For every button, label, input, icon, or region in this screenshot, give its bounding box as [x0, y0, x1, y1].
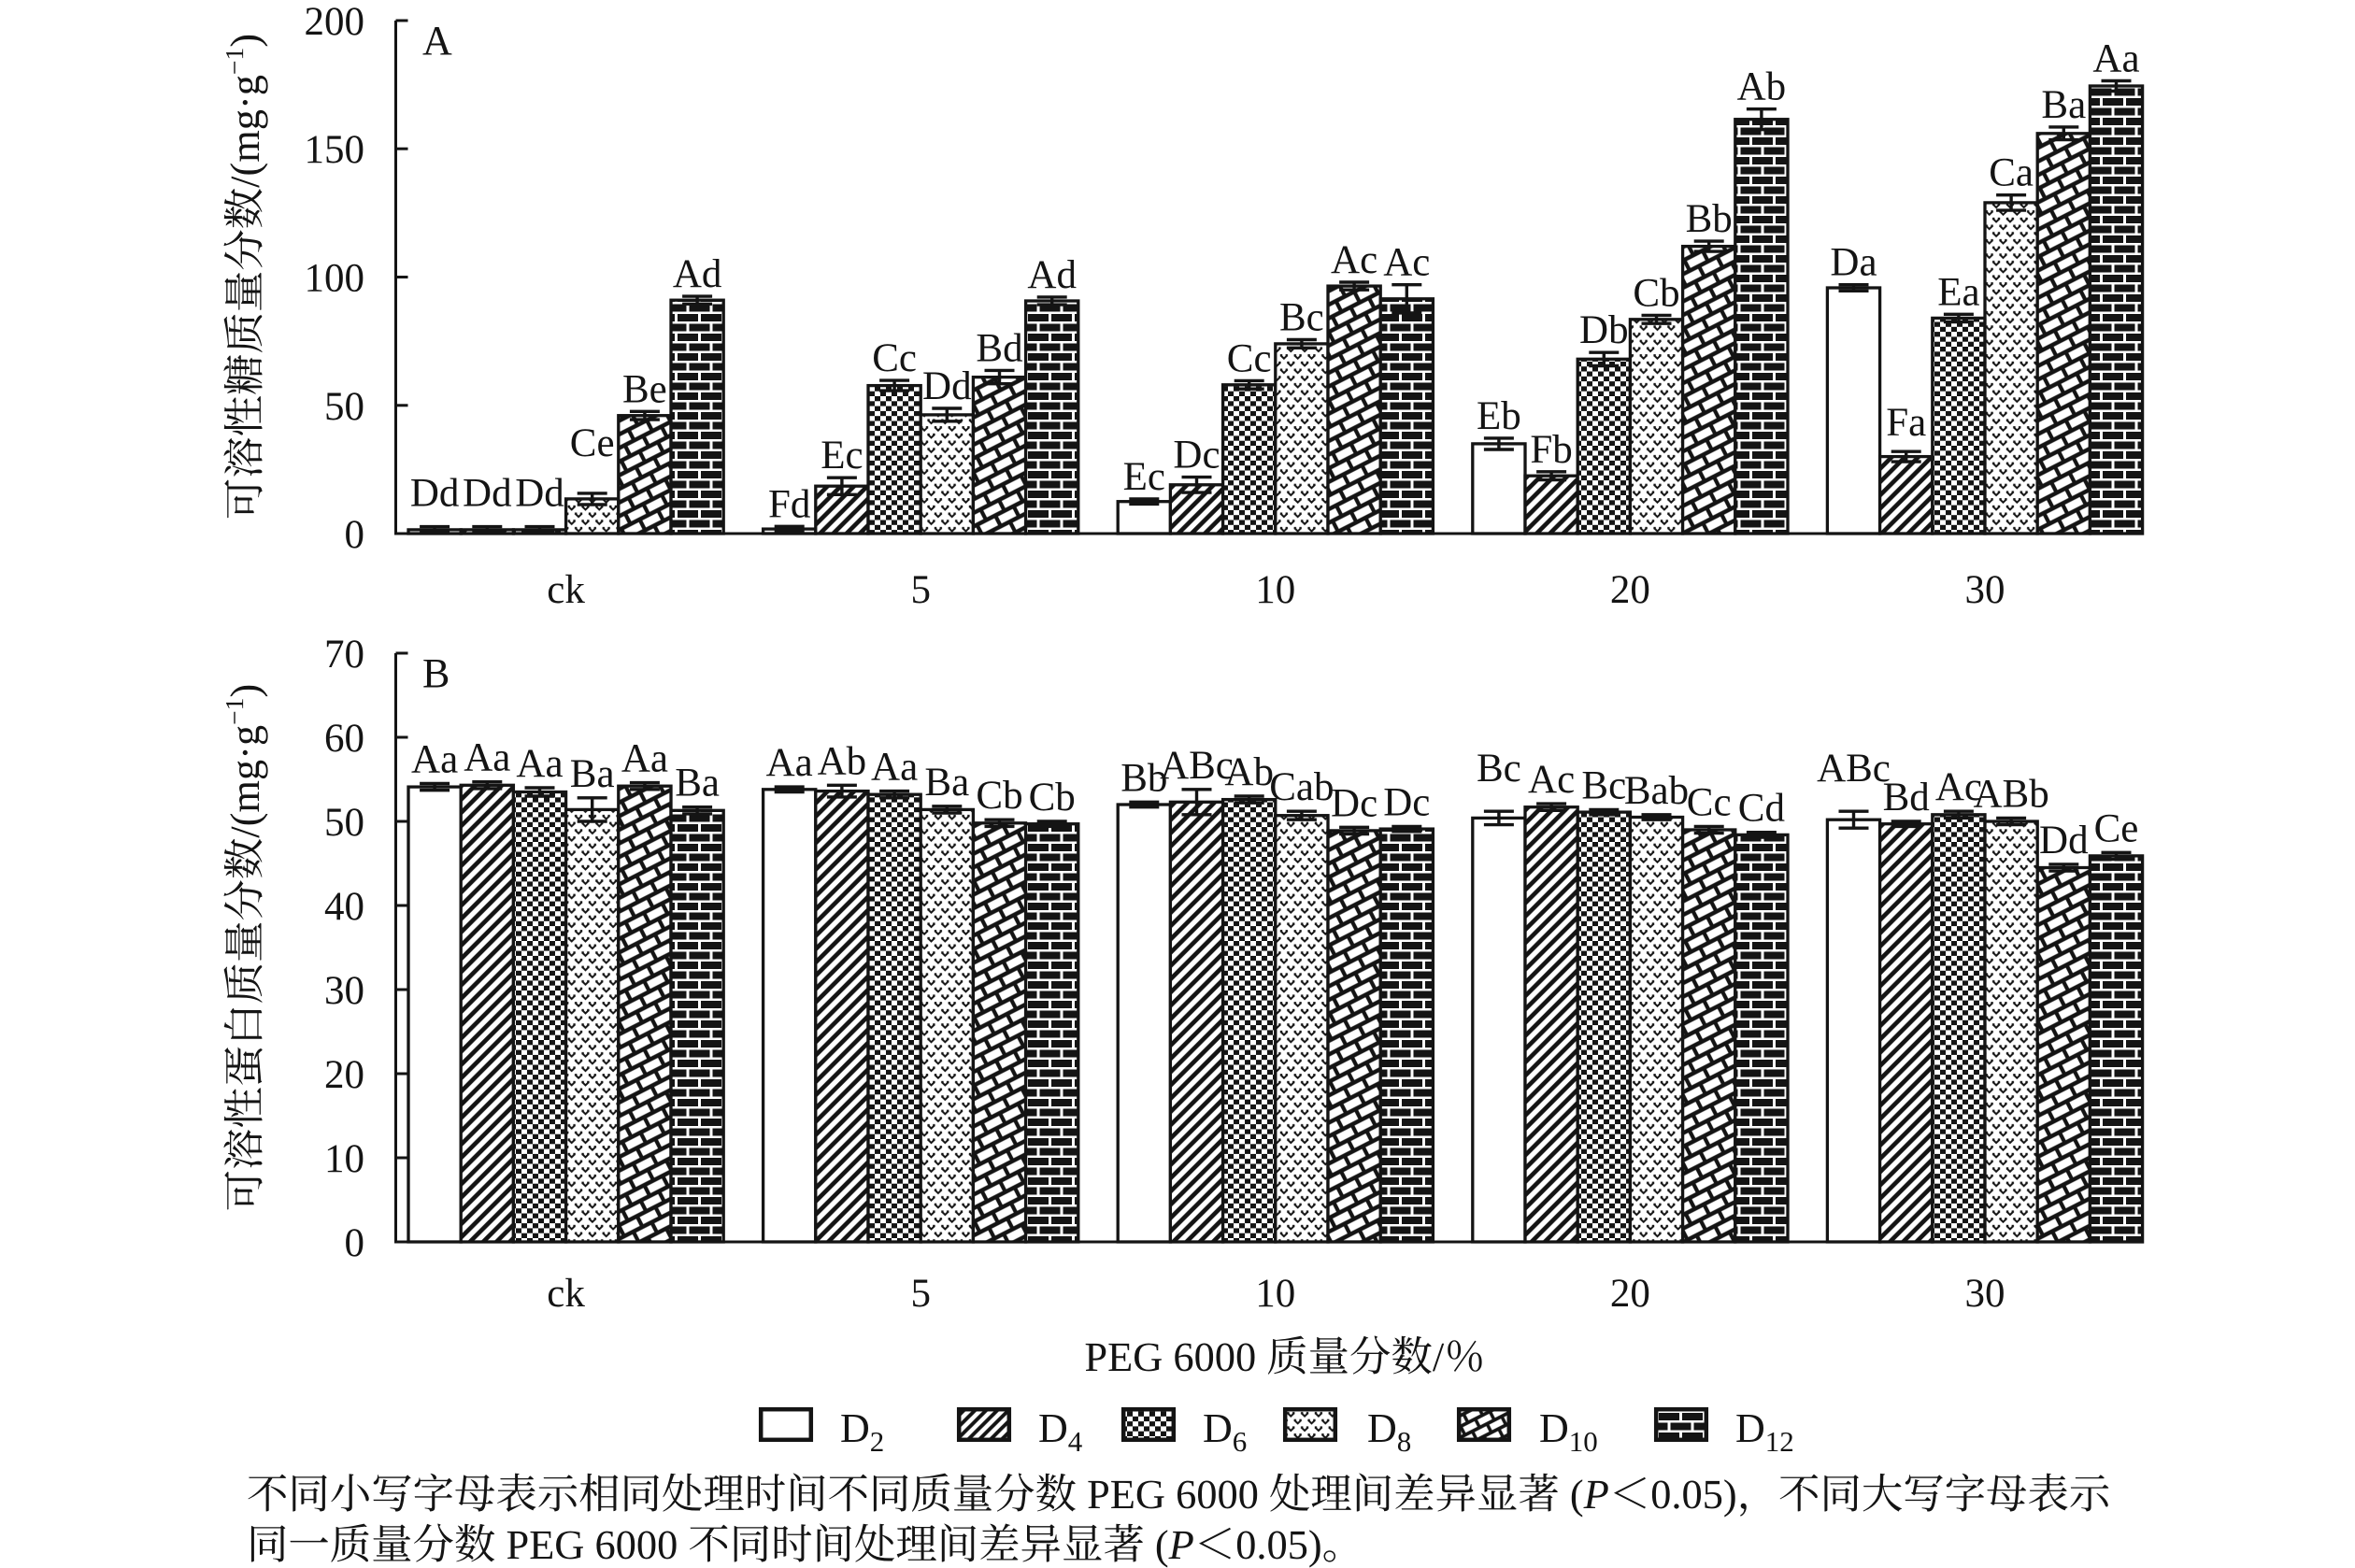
- svg-text:Cb: Cb: [1633, 271, 1679, 315]
- svg-text:Cc: Cc: [1687, 780, 1732, 824]
- svg-text:Ec: Ec: [821, 434, 863, 478]
- svg-text:Ec: Ec: [1123, 455, 1165, 499]
- svg-text:Cb: Cb: [1029, 776, 1076, 820]
- svg-text:Aa: Aa: [621, 737, 668, 781]
- svg-text:Be: Be: [622, 367, 667, 411]
- svg-text:Fa: Fa: [1886, 401, 1926, 445]
- svg-text:10: 10: [324, 1137, 364, 1181]
- svg-text:0: 0: [345, 513, 365, 557]
- svg-text:50: 50: [324, 385, 364, 429]
- svg-text:Fd: Fd: [768, 482, 810, 526]
- svg-text:ck: ck: [547, 568, 585, 612]
- svg-text:Aa: Aa: [411, 738, 458, 782]
- svg-text:A: A: [422, 18, 452, 64]
- svg-text:Cc: Cc: [1227, 336, 1272, 380]
- svg-text:Bc: Bc: [1279, 296, 1324, 340]
- svg-text:Ba: Ba: [2041, 83, 2086, 127]
- svg-text:Da: Da: [1830, 241, 1877, 285]
- svg-text:Aa: Aa: [516, 742, 563, 786]
- svg-text:5: 5: [910, 1272, 931, 1316]
- svg-text:10: 10: [1255, 568, 1295, 612]
- svg-text:Bb: Bb: [1686, 197, 1733, 241]
- svg-text:ck: ck: [547, 1272, 585, 1316]
- svg-text:30: 30: [1965, 1272, 2005, 1316]
- svg-text:Dd: Dd: [922, 364, 972, 408]
- svg-text:0: 0: [345, 1221, 365, 1265]
- svg-text:150: 150: [305, 128, 365, 172]
- svg-text:20: 20: [324, 1053, 364, 1097]
- svg-text:Ad: Ad: [673, 252, 722, 296]
- svg-text:Dd: Dd: [463, 472, 512, 516]
- svg-text:Ea: Ea: [1937, 270, 1979, 314]
- svg-text:ABc: ABc: [1160, 744, 1234, 788]
- svg-text:Dc: Dc: [1383, 780, 1430, 824]
- svg-text:70: 70: [324, 633, 364, 677]
- svg-text:Dd: Dd: [515, 472, 564, 516]
- svg-text:Ad: Ad: [1027, 253, 1077, 297]
- svg-text:Bc: Bc: [1581, 763, 1626, 807]
- svg-text:Aa: Aa: [766, 741, 813, 785]
- svg-text:Ac: Ac: [1383, 241, 1430, 285]
- svg-text:50: 50: [324, 801, 364, 845]
- svg-text:200: 200: [305, 0, 365, 44]
- svg-text:Ac: Ac: [1331, 238, 1377, 282]
- svg-text:Cd: Cd: [1738, 787, 1785, 831]
- svg-text:Aa: Aa: [871, 746, 918, 790]
- svg-text:5: 5: [910, 568, 931, 612]
- svg-text:Dd: Dd: [410, 472, 460, 516]
- svg-text:100: 100: [305, 257, 365, 301]
- svg-text:Ac: Ac: [1935, 765, 1982, 809]
- svg-text:30: 30: [1965, 568, 2005, 612]
- svg-text:Ab: Ab: [1224, 750, 1274, 794]
- svg-text:60: 60: [324, 717, 364, 761]
- svg-text:Fb: Fb: [1530, 428, 1572, 472]
- svg-text:Aa: Aa: [464, 736, 510, 780]
- svg-text:Ba: Ba: [570, 752, 615, 796]
- svg-text:Bab: Bab: [1624, 769, 1689, 813]
- svg-text:ABc: ABc: [1817, 747, 1891, 791]
- svg-text:Ce: Ce: [570, 421, 615, 465]
- svg-text:Ac: Ac: [1528, 758, 1575, 802]
- svg-text:Dd: Dd: [2039, 819, 2089, 862]
- svg-text:Cb: Cb: [976, 774, 1022, 818]
- svg-text:Bd: Bd: [976, 326, 1022, 370]
- svg-text:Dc: Dc: [1331, 781, 1377, 825]
- svg-text:Ca: Ca: [1989, 151, 2034, 195]
- svg-text:Bc: Bc: [1477, 747, 1521, 791]
- svg-text:Ab: Ab: [818, 739, 867, 783]
- svg-text:ABb: ABb: [1973, 772, 2048, 816]
- svg-text:Bd: Bd: [1883, 776, 1930, 820]
- svg-text:Ba: Ba: [675, 762, 720, 805]
- svg-text:Eb: Eb: [1477, 394, 1521, 438]
- svg-text:Cc: Cc: [872, 336, 917, 380]
- svg-text:Ab: Ab: [1737, 65, 1787, 109]
- svg-text:20: 20: [1610, 1272, 1650, 1316]
- svg-text:Ba: Ba: [924, 761, 969, 805]
- svg-text:Dc: Dc: [1173, 434, 1220, 478]
- svg-text:10: 10: [1255, 1272, 1295, 1316]
- svg-text:Cab: Cab: [1269, 765, 1334, 809]
- svg-text:B: B: [422, 650, 450, 696]
- svg-text:40: 40: [324, 885, 364, 929]
- svg-text:Bb: Bb: [1120, 756, 1167, 800]
- svg-text:Ce: Ce: [2094, 806, 2139, 850]
- svg-text:20: 20: [1610, 568, 1650, 612]
- svg-text:30: 30: [324, 969, 364, 1013]
- svg-text:Aa: Aa: [2092, 37, 2139, 81]
- svg-text:Db: Db: [1579, 308, 1629, 352]
